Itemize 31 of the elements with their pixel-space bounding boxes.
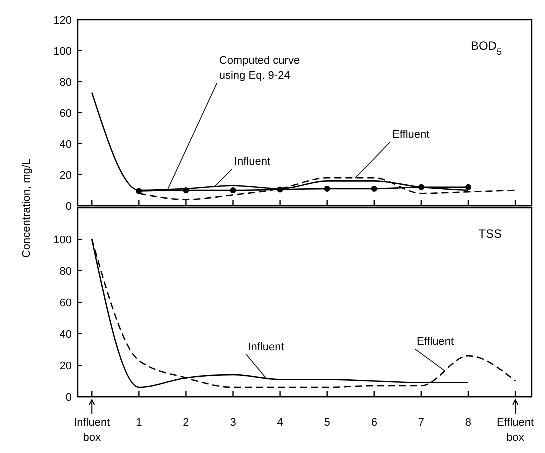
- x-tick-label: 5: [324, 417, 330, 429]
- text: Computed curve using Eq. 9-24: [219, 54, 300, 82]
- y-tick-label: 80: [60, 76, 72, 89]
- x-tick-label: 2: [183, 417, 190, 429]
- y-tick-label: 60: [60, 297, 72, 310]
- series-label: Influent: [234, 156, 271, 168]
- y-tick-label: 120: [54, 14, 72, 27]
- y-tick-label: 20: [60, 170, 72, 182]
- x-tick-label: 3: [230, 417, 236, 429]
- y-axis-title: Concentration, mg/L: [21, 158, 33, 258]
- text: Influent: [248, 341, 284, 354]
- y-tick-label: 100: [54, 46, 72, 58]
- x-tick-label: Influent box: [74, 417, 110, 444]
- text: Effluent: [392, 129, 430, 142]
- x-tick-label: 4: [277, 417, 284, 429]
- x-tick-label: 1: [136, 417, 142, 429]
- y-tick-label: 60: [60, 108, 72, 120]
- x-tick-label: 6: [371, 417, 378, 429]
- y-tick-label: 40: [60, 138, 72, 151]
- y-tick-label: 20: [60, 360, 72, 372]
- y-tick-label: 0: [66, 392, 72, 404]
- y-tick-label: 100: [54, 234, 72, 246]
- x-tick-label: 7: [418, 417, 425, 429]
- y-tick-label: 80: [60, 266, 72, 278]
- text: TSS: [478, 227, 502, 241]
- text: BOD$_{5}$: [470, 39, 502, 57]
- y-tick-label: 0: [66, 200, 72, 213]
- y-tick-label: 40: [60, 328, 72, 341]
- x-tick-label: Effluent box: [496, 417, 534, 444]
- x-tick-label: 8: [465, 417, 472, 429]
- series-label: Effluent: [416, 336, 454, 348]
